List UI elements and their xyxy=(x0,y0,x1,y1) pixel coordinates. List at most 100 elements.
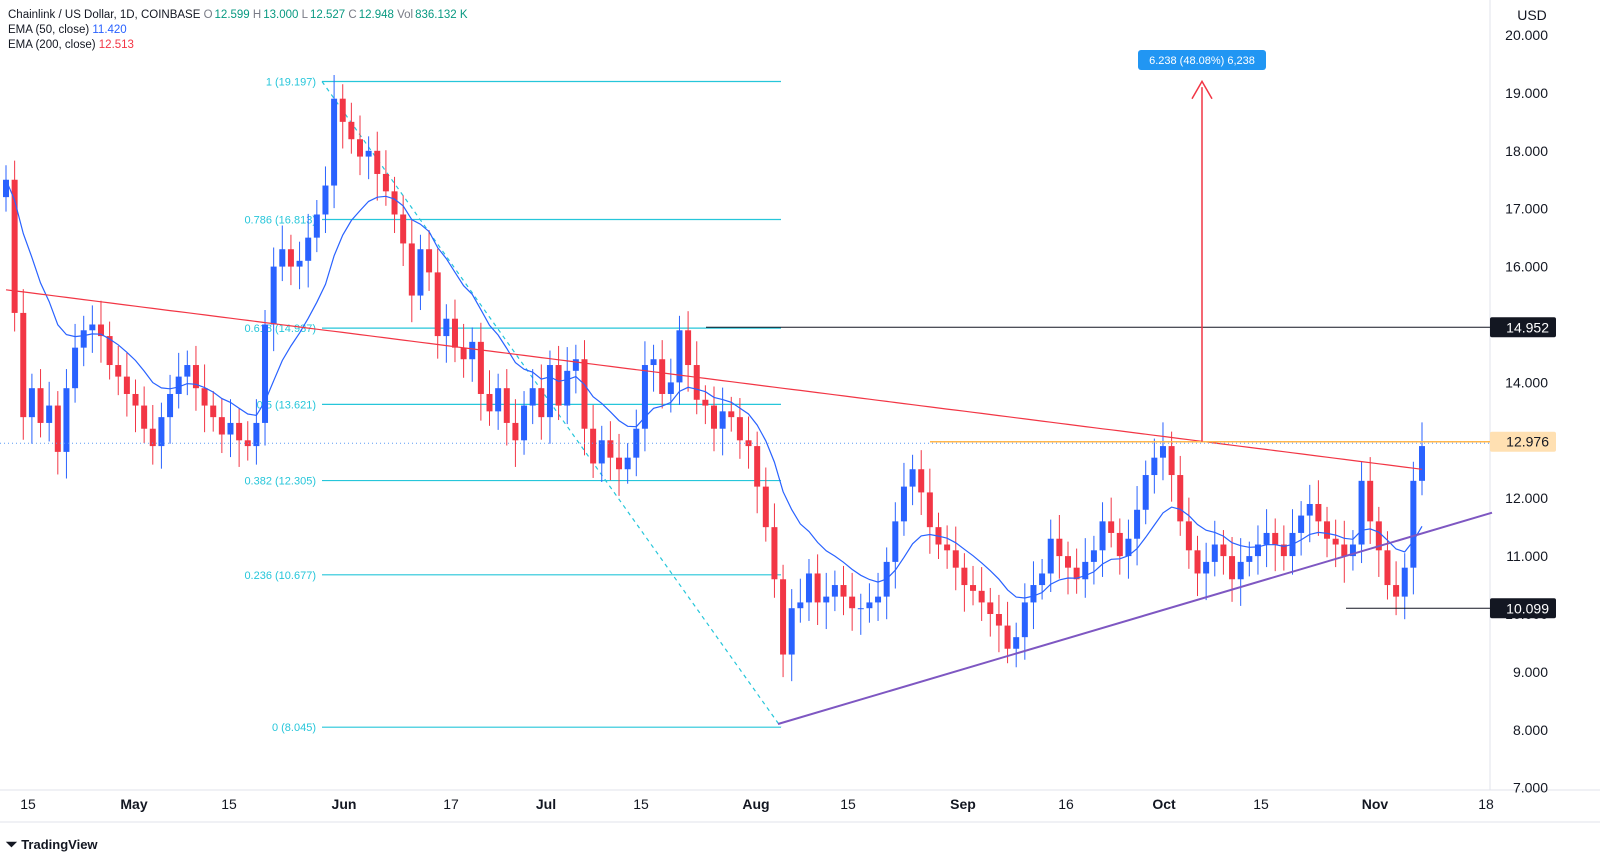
ema200-value: 12.513 xyxy=(98,39,134,51)
candle-body xyxy=(1134,509,1141,539)
ema50-row[interactable]: EMA (50, close) 11.420 xyxy=(8,23,468,38)
ema50-line xyxy=(5,179,1423,599)
x-tick-label: 15 xyxy=(221,796,237,812)
candle-body xyxy=(1203,561,1210,574)
ema200-row[interactable]: EMA (200, close) 12.513 xyxy=(8,38,468,53)
candle-body xyxy=(1410,480,1417,568)
candle-body xyxy=(1375,521,1382,551)
candle-body xyxy=(667,382,674,394)
price-tag[interactable]: 10.099 xyxy=(1506,600,1549,616)
candle-body xyxy=(650,359,657,366)
candle-body xyxy=(1039,573,1046,586)
candle-body xyxy=(598,440,605,464)
x-tick-label: Nov xyxy=(1362,796,1389,812)
candle-body xyxy=(676,330,683,383)
candle-body xyxy=(201,388,208,406)
y-tick-label: 19.000 xyxy=(1505,85,1548,101)
volume-value: 836.132 K xyxy=(415,9,468,21)
candle-body xyxy=(305,237,312,261)
candle-body xyxy=(875,596,882,603)
candle-body xyxy=(823,596,830,603)
x-tick-label: Jun xyxy=(332,796,357,812)
candle-body xyxy=(357,139,363,157)
candle-body xyxy=(253,422,260,447)
x-tick-label: 15 xyxy=(20,796,36,812)
x-tick-label: Sep xyxy=(950,796,976,812)
candle-body xyxy=(1151,457,1158,476)
candle-body xyxy=(331,98,338,186)
fib-level-label: 0.382 (12.305) xyxy=(244,476,316,488)
candle-body xyxy=(1142,475,1149,510)
candle-body xyxy=(408,243,415,296)
candle-body xyxy=(339,98,346,122)
candle-body xyxy=(1004,625,1011,649)
price-tag[interactable]: 12.976 xyxy=(1506,434,1549,450)
candle-body xyxy=(995,614,1002,626)
candle-body xyxy=(210,405,217,418)
y-tick-label: 17.000 xyxy=(1505,201,1548,217)
candle-body xyxy=(115,365,122,377)
y-tick-label: 9.000 xyxy=(1513,664,1548,680)
candle-body xyxy=(132,393,139,406)
y-tick-label: 18.000 xyxy=(1505,143,1548,159)
candle-body xyxy=(486,393,493,412)
candle-body xyxy=(1108,521,1115,533)
candle-body xyxy=(443,318,450,337)
candle-body xyxy=(1384,550,1391,586)
candle-body xyxy=(1272,532,1279,545)
candle-body xyxy=(1315,503,1322,522)
candle-body xyxy=(762,486,769,528)
ema50-value: 11.420 xyxy=(92,24,127,36)
x-tick-label: 18 xyxy=(1478,796,1494,812)
candle-body xyxy=(1419,446,1425,481)
candle-body xyxy=(555,365,562,406)
candle-body xyxy=(391,191,398,215)
candle-body xyxy=(477,341,484,394)
candle-body xyxy=(754,446,761,487)
candle-body xyxy=(521,405,528,441)
candle-body xyxy=(805,573,812,603)
candle-body xyxy=(3,179,9,198)
brand-label: TradingView xyxy=(21,837,98,852)
price-tag[interactable]: 14.952 xyxy=(1506,319,1549,335)
candle-body xyxy=(37,388,44,423)
tradingview-brand[interactable]: ⏷ TradingView xyxy=(6,836,98,853)
fib-level-label: 0.236 (10.677) xyxy=(244,570,316,582)
candle-body xyxy=(814,573,821,603)
price-tag-bg[interactable] xyxy=(1490,431,1556,452)
candle-body xyxy=(365,150,372,157)
candle-body xyxy=(434,272,441,337)
symbol-name[interactable]: Chainlink / US Dollar, 1D, COINBASE xyxy=(8,9,201,21)
candle-body xyxy=(451,318,458,348)
candle-body xyxy=(1177,475,1184,522)
candle-body xyxy=(1090,550,1097,562)
candle-body xyxy=(287,249,294,267)
candle-body xyxy=(1280,544,1287,557)
y-tick-label: 7.000 xyxy=(1513,780,1548,796)
candle-body xyxy=(175,376,182,394)
candle-body xyxy=(1013,637,1020,649)
price-tag-bg[interactable] xyxy=(1490,317,1556,338)
candle-body xyxy=(970,585,977,591)
ema200-label: EMA (200, close) xyxy=(8,39,96,51)
candle-body xyxy=(624,457,631,470)
candle-body xyxy=(97,324,104,337)
candle-body xyxy=(1237,561,1244,580)
price-tag-bg[interactable] xyxy=(1490,598,1556,619)
candle-body xyxy=(374,150,381,174)
candle-body xyxy=(1021,602,1028,638)
currency-label[interactable]: USD xyxy=(1517,7,1547,23)
candle-body xyxy=(426,249,433,273)
candle-body xyxy=(313,214,320,238)
candle-body xyxy=(512,422,519,441)
candle-body xyxy=(1263,532,1270,545)
candle-body xyxy=(1324,521,1331,539)
x-tick-label: 15 xyxy=(840,796,856,812)
candle-body xyxy=(1367,480,1374,522)
ascending-trendline xyxy=(777,511,1493,725)
x-tick-label: May xyxy=(120,796,147,812)
x-tick-label: 17 xyxy=(443,796,459,812)
candle-body xyxy=(184,365,191,377)
measure-label: 6.238 (48.08%) 6,238 xyxy=(1149,55,1255,67)
